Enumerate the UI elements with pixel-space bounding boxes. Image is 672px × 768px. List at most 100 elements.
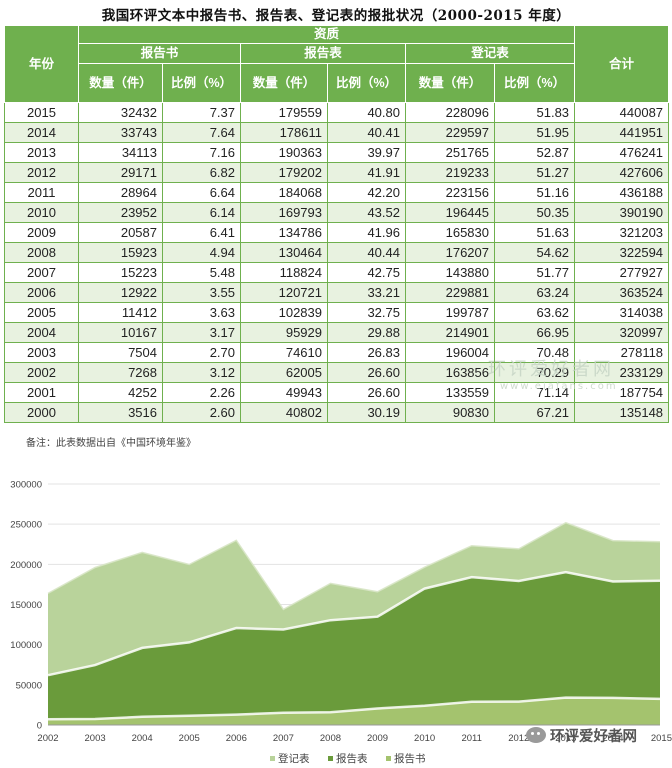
- cell-form-pct: 41.96: [327, 222, 406, 243]
- cell-reg-qty: 196445: [405, 202, 495, 223]
- cell-form-qty: 130464: [240, 242, 328, 263]
- cell-form-qty: 120721: [240, 282, 328, 303]
- x-tick-label: 2006: [226, 733, 247, 744]
- cell-year: 2011: [4, 182, 79, 203]
- table-row: 2015 32432 7.37 179559 40.80 228096 51.83 44008…: [4, 102, 670, 123]
- cell-book-qty: 10167: [78, 322, 163, 343]
- cell-total: 476241: [574, 142, 670, 163]
- cell-form-qty: 184068: [240, 182, 328, 203]
- cell-form-pct: 41.91: [327, 162, 406, 183]
- cell-year: 2015: [4, 102, 79, 123]
- cell-year: 2009: [4, 222, 79, 243]
- cell-form-qty: 169793: [240, 202, 328, 223]
- cell-book-pct: 3.55: [162, 282, 241, 303]
- table-row: 2013 34113 7.16 190363 39.97 251765 52.87 47624…: [4, 142, 670, 163]
- cell-reg-pct: 66.95: [493, 322, 576, 343]
- cell-book-qty: 15923: [78, 242, 163, 263]
- cell-reg-qty: 229597: [405, 122, 495, 143]
- cell-reg-pct: 70.48: [493, 342, 576, 363]
- cell-year: 2013: [4, 142, 79, 163]
- table-row: 2004 10167 3.17 95929 29.88 214901 66.95 320997: [4, 322, 670, 343]
- cell-reg-pct: 51.95: [493, 122, 576, 143]
- cell-form-pct: 42.20: [327, 182, 406, 203]
- cell-reg-pct: 71.14: [493, 382, 576, 403]
- wechat-icon: [526, 727, 546, 743]
- table-row: 2006 12922 3.55 120721 33.21 229881 63.24 36352…: [4, 282, 670, 303]
- cell-form-pct: 39.97: [327, 142, 406, 163]
- cell-book-qty: 3516: [78, 402, 163, 423]
- watermark-text: 环评爱好者网: [488, 359, 614, 380]
- cell-reg-qty: 199787: [405, 302, 495, 323]
- cell-book-pct: 6.41: [162, 222, 241, 243]
- cell-reg-qty: 251765: [405, 142, 495, 163]
- table-title: 我国环评文本中报告书、报告表、登记表的报批状况（2000-2015 年度）: [101, 8, 571, 24]
- watermark-url: www.eiafans.com: [500, 381, 618, 392]
- y-tick-label: 50000: [16, 680, 42, 691]
- legend-label-report-form: 报告表: [336, 752, 368, 765]
- registration-form-area-edge: [47, 521, 661, 611]
- legend-swatch-report-form: [328, 756, 333, 761]
- table-row: 2011 28964 6.64 184068 42.20 223156 51.16 43618…: [4, 182, 670, 203]
- report-book-area-edge: [47, 696, 661, 721]
- cell-form-qty: 95929: [240, 322, 328, 343]
- cell-total: 427606: [574, 162, 670, 183]
- cell-form-pct: 29.88: [327, 322, 406, 343]
- cell-book-qty: 20587: [78, 222, 163, 243]
- cell-reg-qty: 165830: [405, 222, 495, 243]
- x-tick-label: 2004: [132, 733, 153, 744]
- y-tick-label: 250000: [10, 520, 42, 531]
- cell-reg-pct: 51.16: [493, 182, 576, 203]
- table-row: 2001 4252 2.26 49943 26.60 133559 71.14 187754: [4, 382, 670, 403]
- table-row: 2014 33743 7.64 178611 40.41 229597 51.95 44195…: [4, 122, 670, 143]
- cell-total: 321203: [574, 222, 670, 243]
- y-tick-label: 300000: [10, 480, 42, 491]
- x-tick-label: 2002: [37, 733, 58, 744]
- cell-total: 320997: [574, 322, 670, 343]
- report-form-header: 报告表: [240, 43, 406, 64]
- table-row: 2012 29171 6.82 179202 41.91 219233 51.27 42760…: [4, 162, 670, 183]
- cell-book-pct: 6.14: [162, 202, 241, 223]
- cell-reg-pct: 52.87: [493, 142, 576, 163]
- cell-total: 322594: [574, 242, 670, 263]
- cell-form-pct: 30.19: [327, 402, 406, 423]
- area-chart: 0 50000 100000 150000 200000 250000 300000 2002…: [10, 480, 672, 766]
- cell-book-qty: 11412: [78, 302, 163, 323]
- registration-form-header: 登记表: [404, 43, 576, 64]
- cell-form-pct: 40.41: [327, 122, 406, 143]
- cell-form-qty: 49943: [240, 382, 328, 403]
- cell-reg-pct: 63.62: [493, 302, 576, 323]
- cell-form-qty: 134786: [240, 222, 328, 243]
- legend-label-registration: 登记表: [278, 752, 310, 765]
- cell-book-pct: 3.12: [162, 362, 241, 383]
- report-book-header: 报告书: [78, 43, 241, 64]
- cell-form-pct: 40.44: [327, 242, 406, 263]
- wechat-account-name: 环评爱好者网: [550, 728, 637, 745]
- cell-total: 277927: [574, 262, 670, 283]
- cell-total: 363524: [574, 282, 670, 303]
- cell-form-qty: 62005: [240, 362, 328, 383]
- cell-year: 2004: [4, 322, 79, 343]
- form-quantity-header: 数量（件）: [240, 63, 328, 103]
- table-row: 2009 20587 6.41 134786 41.96 165830 51.63 32120…: [4, 222, 670, 243]
- cell-reg-qty: 176207: [405, 242, 495, 263]
- x-tick-label: 2009: [367, 733, 388, 744]
- cell-reg-qty: 214901: [405, 322, 495, 343]
- cell-year: 2002: [4, 362, 79, 383]
- cell-form-pct: 26.83: [327, 342, 406, 363]
- y-tick-label: 200000: [10, 560, 42, 571]
- reg-quantity-header: 数量（件）: [405, 63, 495, 103]
- legend-label-report-book: 报告书: [394, 752, 426, 765]
- table-row: 2010 23952 6.14 169793 43.52 196445 50.35 39019…: [4, 202, 670, 223]
- cell-year: 2010: [4, 202, 79, 223]
- cell-total: 278118: [574, 342, 670, 363]
- x-tick-label: 2005: [179, 733, 200, 744]
- cell-year: 2006: [4, 282, 79, 303]
- cell-book-qty: 4252: [78, 382, 163, 403]
- form-ratio-header: 比例（%）: [327, 63, 406, 103]
- cell-form-pct: 26.60: [327, 382, 406, 403]
- cell-reg-qty: 223156: [405, 182, 495, 203]
- y-tick-label: 0: [37, 721, 42, 732]
- cell-form-pct: 26.60: [327, 362, 406, 383]
- cell-reg-pct: 63.24: [493, 282, 576, 303]
- legend-swatch-report-book: [386, 756, 391, 761]
